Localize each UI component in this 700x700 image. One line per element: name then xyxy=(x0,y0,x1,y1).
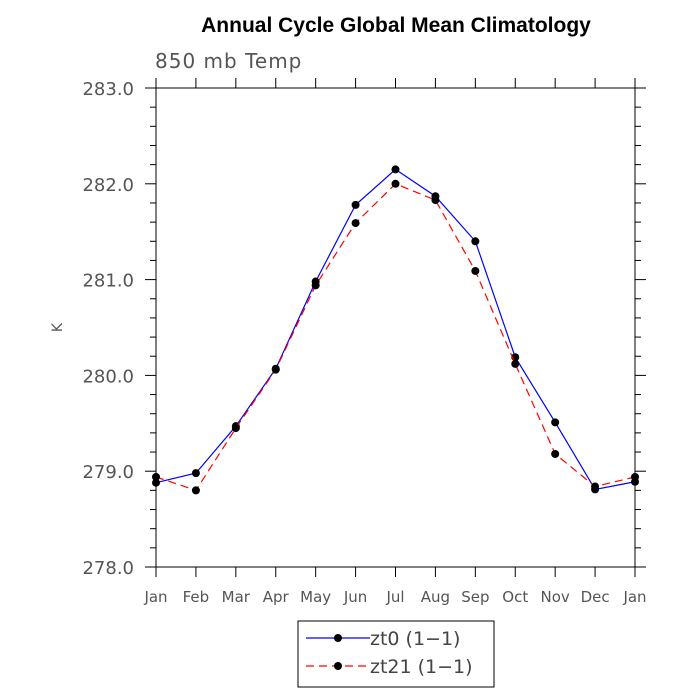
series-layer xyxy=(152,165,639,495)
legend-label: zt0 (1−1) xyxy=(370,628,460,650)
chart-title: Annual Cycle Global Mean Climatology xyxy=(201,14,591,37)
y-tick-label: 282.0 xyxy=(82,175,134,196)
x-tick-label: Aug xyxy=(421,588,450,606)
x-tick-label: May xyxy=(300,588,331,606)
y-axis-label: K xyxy=(50,322,66,332)
legend: zt0 (1−1) zt21 (1−1) xyxy=(297,620,495,688)
data-point xyxy=(551,418,560,427)
data-point xyxy=(631,472,639,481)
data-point xyxy=(591,482,600,491)
plot-frame xyxy=(155,87,636,568)
data-point xyxy=(471,237,480,246)
x-tick-label: Apr xyxy=(263,588,290,606)
data-point xyxy=(191,469,200,478)
data-point xyxy=(431,196,440,205)
data-point xyxy=(391,165,400,174)
x-tick-label: Mar xyxy=(222,588,251,606)
data-point xyxy=(311,281,320,290)
y-tick-label: 278.0 xyxy=(82,558,134,579)
x-tick-label: Oct xyxy=(502,588,528,606)
x-tick-label: Dec xyxy=(581,588,610,606)
series-line xyxy=(155,168,636,491)
x-tick-label: Jan xyxy=(143,588,167,606)
data-point xyxy=(152,472,160,481)
x-tick-label: Feb xyxy=(183,588,210,606)
series-1 xyxy=(152,179,639,495)
data-point xyxy=(152,478,160,487)
data-point xyxy=(471,266,480,275)
data-point xyxy=(551,449,560,458)
data-point xyxy=(351,200,360,209)
chart-subtitle: 850 mb Temp xyxy=(155,49,302,73)
x-tick-label: Sep xyxy=(461,588,489,606)
x-tick-label: Jul xyxy=(385,588,404,606)
series-line xyxy=(155,183,636,492)
data-point xyxy=(191,486,200,495)
y-tick-label: 281.0 xyxy=(82,271,134,292)
x-tick-label: Jan xyxy=(622,588,646,606)
y-tick-label: 280.0 xyxy=(82,366,134,387)
legend-label: zt21 (1−1) xyxy=(370,656,473,678)
legend-marker xyxy=(334,634,342,642)
x-tick-label: Jun xyxy=(343,588,367,606)
data-point xyxy=(391,179,400,188)
x-tick-label: Nov xyxy=(541,588,570,606)
axis-ticks: 278.0 279.0 280.0 281.0 282.0 283.0 Jan Feb Mar A… xyxy=(82,78,647,606)
y-tick-label: 279.0 xyxy=(82,462,134,483)
legend-marker xyxy=(334,662,342,670)
y-tick-label: 283.0 xyxy=(82,79,134,100)
data-point xyxy=(231,424,240,433)
legend-box xyxy=(297,620,495,688)
data-point xyxy=(511,359,520,368)
data-point xyxy=(351,219,360,228)
data-point xyxy=(271,365,280,374)
